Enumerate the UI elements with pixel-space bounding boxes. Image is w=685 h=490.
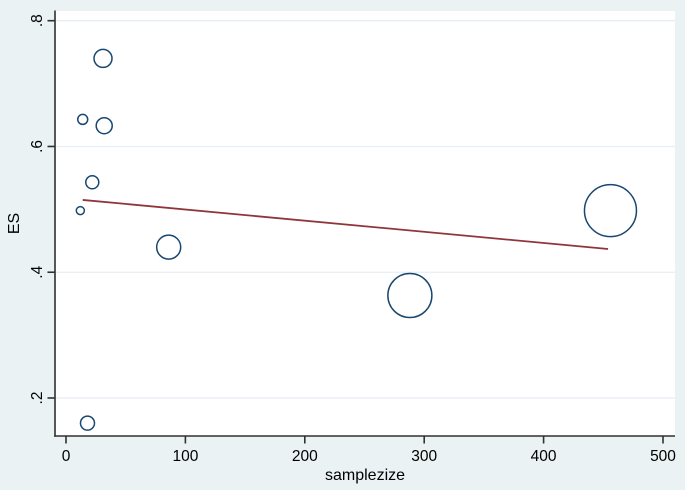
bubble-marker xyxy=(79,415,96,431)
y-ticks-group xyxy=(47,19,55,399)
x-tick-label: 300 xyxy=(411,448,437,465)
bubble-marker xyxy=(387,272,433,319)
x-ticks-group xyxy=(65,436,664,444)
x-tick-label: 100 xyxy=(172,448,198,465)
y-tick-label: .2 xyxy=(29,392,46,405)
y-tick-labels-group: .2 .4 .6 .8 xyxy=(29,14,46,404)
y-tick-label: .6 xyxy=(29,140,46,153)
bubble-marker xyxy=(93,48,113,69)
bubble-markers-group xyxy=(75,48,638,431)
bubble-marker xyxy=(95,116,113,135)
x-tick-label: 500 xyxy=(650,448,676,465)
x-tick-label: 400 xyxy=(531,448,557,465)
x-tick-label: 0 xyxy=(62,448,71,465)
bubble-marker xyxy=(76,113,89,126)
bubble-marker xyxy=(583,183,638,238)
y-tick-label: .8 xyxy=(29,14,46,27)
y-tick-label: .4 xyxy=(29,265,46,278)
bubble-marker xyxy=(75,205,86,216)
bubble-marker xyxy=(155,234,182,260)
x-axis-title: samplezize xyxy=(325,467,405,484)
bubble-marker xyxy=(85,175,100,190)
regression-fit-line xyxy=(82,199,609,250)
x-tick-label: 200 xyxy=(292,448,318,465)
y-axis-title: ES xyxy=(6,213,23,234)
x-tick-labels-group: 0 100 200 300 400 500 xyxy=(62,448,677,465)
plot-area xyxy=(55,11,676,436)
gridlines-group xyxy=(56,20,675,399)
